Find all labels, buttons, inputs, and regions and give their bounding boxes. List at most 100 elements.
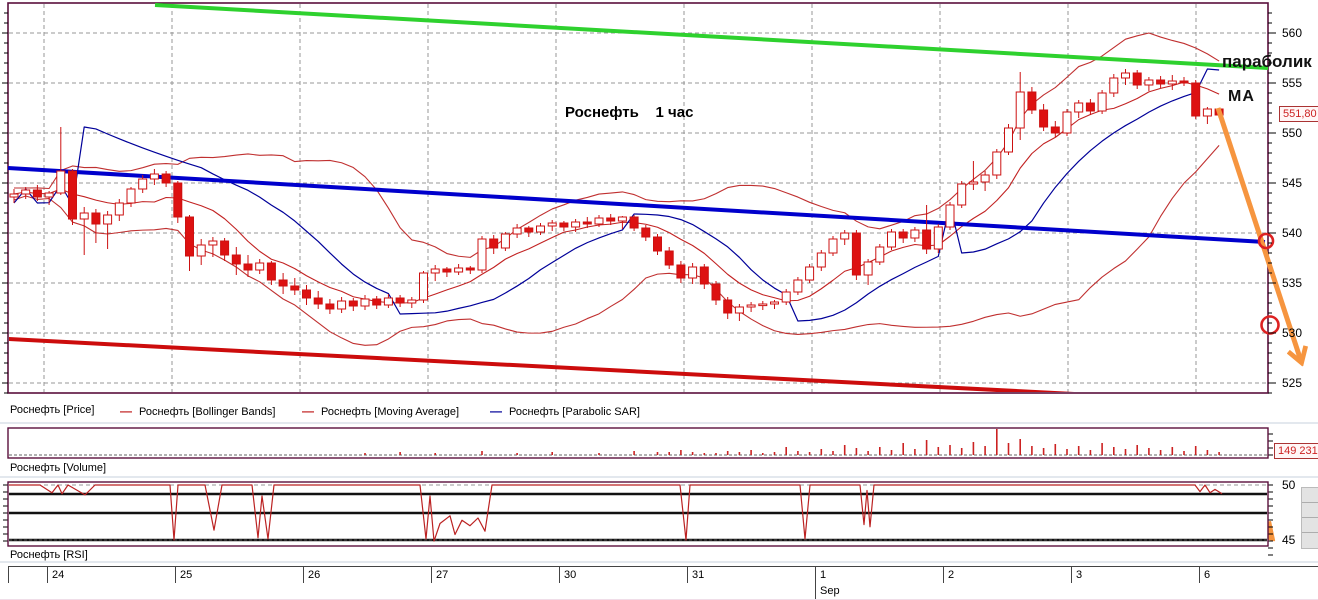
parabolic-annotation: параболик <box>1222 52 1312 71</box>
volume-panel-label: Роснефть [Volume] <box>10 462 107 474</box>
date-cell: 2 <box>943 567 1068 584</box>
candle-down <box>395 297 405 304</box>
candle-down <box>231 254 241 265</box>
price-panel-frame <box>7 2 1269 394</box>
candle-down <box>922 229 932 250</box>
candle-up <box>383 297 393 306</box>
candle-down <box>1156 79 1166 85</box>
candle-down <box>606 217 616 222</box>
candle-up <box>138 178 148 190</box>
date-cell: 26 <box>303 567 428 584</box>
parabolic-sar-line <box>13 68 1220 322</box>
forecast-arrow <box>1215 107 1301 361</box>
legend-item: — Роснефть [Parabolic SAR] <box>490 404 640 418</box>
date-cell: 30 <box>559 567 684 584</box>
rsi-axis-label: 45 <box>1282 533 1296 547</box>
candle-up <box>419 272 428 301</box>
candle-up <box>547 222 557 227</box>
price-axis-label: 535 <box>1282 276 1303 290</box>
date-cell: 6 <box>1199 567 1268 584</box>
candle-down <box>278 279 288 287</box>
candle-down <box>629 216 639 229</box>
candle-down <box>372 298 382 306</box>
candle-down <box>325 303 335 310</box>
mini-scrollbar-segment <box>1302 488 1318 503</box>
candle-up <box>114 202 124 216</box>
legend-item: — Роснефть [Bollinger Bands] <box>120 404 275 418</box>
candle-up <box>337 300 347 310</box>
chart-title: Роснефть 1 час <box>565 104 694 121</box>
legend-dash-icon: — <box>490 404 502 418</box>
candle-up <box>945 204 955 228</box>
candle-down <box>898 231 908 239</box>
bollinger-lower-line <box>13 145 1220 346</box>
candle-down <box>1039 109 1049 128</box>
candle-up <box>840 232 850 240</box>
candle-up <box>980 174 990 183</box>
candle-up <box>688 266 698 279</box>
legend-item: — Роснефть [Moving Average] <box>302 404 459 418</box>
price-axis-label: 530 <box>1282 326 1303 340</box>
candle-up <box>1097 92 1107 112</box>
candle-up <box>1109 77 1119 94</box>
candle-up <box>863 261 873 276</box>
date-cell: 1 <box>815 567 940 584</box>
volume-bars <box>364 429 1220 455</box>
date-cell: 25 <box>175 567 300 584</box>
candle-down <box>641 227 651 238</box>
candle-down <box>313 297 323 305</box>
legend-label: Роснефть [Price] <box>10 404 95 416</box>
candle-down <box>161 173 171 184</box>
candle-down <box>1179 80 1189 84</box>
candle-up <box>500 233 510 249</box>
mini-scrollbar-segment <box>1302 518 1318 533</box>
mini-scrollbar[interactable] <box>1301 487 1318 549</box>
candle-down <box>348 300 358 307</box>
candle-up <box>103 214 113 225</box>
candle-down <box>185 216 194 257</box>
month-cell: Sep <box>815 583 1318 599</box>
rsi-layer <box>9 484 1223 542</box>
candle-up <box>828 238 838 254</box>
candle-up <box>1167 80 1177 85</box>
candle-up <box>617 216 627 222</box>
candle-up <box>9 193 19 198</box>
price-axis-label: 550 <box>1282 126 1303 140</box>
date-cell: 27 <box>431 567 556 584</box>
candle-up <box>454 267 464 273</box>
candle-up <box>594 217 604 225</box>
candle-down <box>220 240 230 256</box>
rsi-panel-label: Роснефть [RSI] <box>10 549 88 561</box>
price-axis-label: 525 <box>1282 376 1303 390</box>
candle-up <box>816 252 826 268</box>
candle-up <box>758 303 768 307</box>
candle-down <box>442 268 452 273</box>
candle-up <box>793 279 803 293</box>
candle-up <box>79 212 89 220</box>
candle-up <box>734 306 744 314</box>
candle-down <box>32 189 42 198</box>
candle-up <box>1015 91 1025 129</box>
legend-label: Роснефть [Bollinger Bands] <box>139 406 276 418</box>
candle-up <box>1144 79 1154 86</box>
candle-down <box>653 236 662 252</box>
candle-up <box>430 268 440 274</box>
candle-up <box>746 304 756 308</box>
candle-up <box>1121 72 1130 79</box>
candle-down <box>1132 72 1142 86</box>
target-circle <box>1257 232 1275 250</box>
candle-up <box>21 189 31 195</box>
candle-down <box>173 182 183 218</box>
candle-up <box>887 231 896 248</box>
candle-down <box>68 170 77 220</box>
candle-up <box>1202 108 1212 117</box>
candle-up <box>1074 102 1084 113</box>
rsi-axis-label: 50 <box>1282 478 1296 492</box>
candle-down <box>582 221 592 225</box>
candle-down <box>676 264 686 279</box>
mini-scrollbar-segment <box>1302 503 1318 518</box>
candle-up <box>968 181 978 185</box>
candle-down <box>664 250 674 266</box>
